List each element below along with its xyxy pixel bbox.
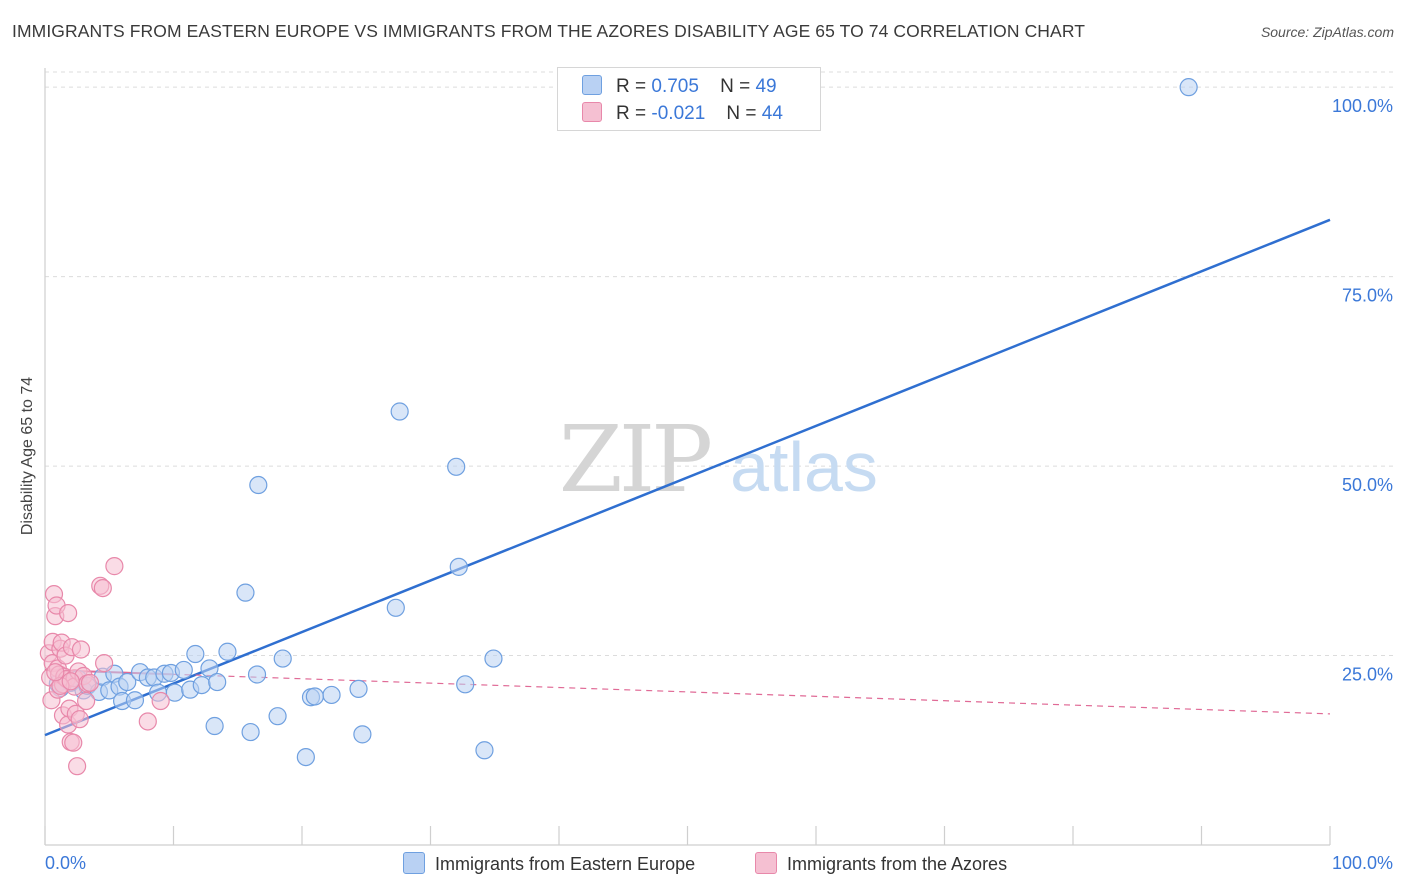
point-eastern-europe[interactable] (449, 557, 468, 576)
point-eastern-europe[interactable] (249, 475, 268, 495)
legend-swatch-eastern-europe (582, 75, 602, 95)
point-azores[interactable] (77, 691, 96, 711)
point-eastern-europe[interactable] (484, 649, 503, 668)
point-azores[interactable] (46, 663, 65, 682)
point-azores[interactable] (93, 578, 112, 598)
point-eastern-europe[interactable] (174, 660, 193, 680)
point-azores[interactable] (64, 733, 83, 752)
point-eastern-europe[interactable] (125, 691, 145, 710)
point-azores[interactable] (151, 691, 170, 711)
point-azores[interactable] (59, 603, 78, 623)
r-label: R = (616, 103, 647, 124)
point-eastern-europe[interactable] (236, 583, 255, 602)
n-value: 49 (755, 76, 777, 97)
legend-item-azores[interactable]: Immigrants from the Azores (755, 852, 1007, 875)
stats-legend-row-azores: R = -0.021 N = 44 (582, 102, 783, 126)
trend-lines (44, 218, 1331, 737)
point-eastern-europe[interactable] (118, 672, 137, 692)
legend-label-eastern-europe: Immigrants from Eastern Europe (435, 854, 696, 874)
point-azores[interactable] (61, 672, 80, 691)
n-label: N = (720, 76, 751, 97)
gridlines (45, 71, 1393, 657)
point-eastern-europe[interactable] (200, 659, 219, 678)
y-tick-label: 75.0% (1342, 286, 1393, 306)
watermark-zip: ZIP (559, 406, 710, 513)
point-eastern-europe[interactable] (192, 675, 211, 695)
x-tick-label-max: 100.0% (1332, 853, 1393, 873)
point-eastern-europe[interactable] (268, 707, 287, 726)
legend-label-azores: Immigrants from the Azores (787, 854, 1008, 874)
point-eastern-europe[interactable] (475, 741, 494, 760)
r-label: R = (616, 76, 647, 97)
point-azores[interactable] (95, 654, 114, 673)
point-eastern-europe[interactable] (386, 598, 405, 617)
stats-legend-row-eastern-europe: R = 0.705 N = 49 (582, 75, 777, 99)
point-eastern-europe[interactable] (241, 722, 260, 742)
point-azores[interactable] (70, 710, 89, 729)
r-value: 0.705 (651, 76, 699, 97)
point-eastern-europe[interactable] (456, 675, 475, 694)
point-eastern-europe[interactable] (296, 747, 315, 767)
point-azores[interactable] (68, 757, 87, 776)
point-eastern-europe[interactable] (208, 672, 227, 692)
trend-line-eastern-europe (44, 218, 1331, 737)
x-tick-label-min: 0.0% (45, 853, 86, 873)
series-legend: Immigrants from Eastern Europe Immigrant… (0, 852, 1406, 878)
watermark-atlas: atlas (730, 428, 878, 506)
y-tick-label: 50.0% (1342, 475, 1393, 495)
point-eastern-europe[interactable] (186, 644, 205, 664)
trend-line-azores-dashed (173, 673, 1331, 715)
n-label: N = (726, 103, 757, 124)
point-eastern-europe[interactable] (247, 665, 267, 684)
point-eastern-europe[interactable] (390, 402, 409, 421)
point-eastern-europe[interactable] (218, 642, 237, 661)
point-azores[interactable] (80, 673, 100, 692)
point-azores[interactable] (138, 712, 157, 731)
r-value: -0.021 (651, 103, 706, 124)
point-eastern-europe[interactable] (205, 716, 224, 736)
legend-swatch-azores (582, 102, 602, 122)
data-points (39, 78, 1198, 776)
n-value: 44 (761, 103, 783, 124)
point-eastern-europe[interactable] (1179, 78, 1198, 97)
stats-legend: R = 0.705 N = 49 R = -0.021 N = 44 (557, 67, 821, 131)
point-azores[interactable] (105, 557, 124, 576)
chart-title: IMMIGRANTS FROM EASTERN EUROPE VS IMMIGR… (12, 21, 1086, 41)
source-label: Source: ZipAtlas.com (1260, 24, 1394, 40)
axes (44, 68, 1331, 846)
y-tick-label: 25.0% (1342, 665, 1393, 685)
legend-swatch-azores (755, 852, 777, 874)
point-eastern-europe[interactable] (305, 687, 324, 706)
y-tick-label: 100.0% (1332, 96, 1393, 116)
legend-item-eastern-europe[interactable]: Immigrants from Eastern Europe (403, 852, 695, 875)
tick-labels: 25.0% 50.0% 75.0% 100.0% 0.0% 100.0% (45, 96, 1393, 873)
point-eastern-europe[interactable] (322, 685, 341, 705)
point-eastern-europe[interactable] (349, 679, 368, 698)
point-eastern-europe[interactable] (353, 725, 372, 744)
legend-swatch-eastern-europe (403, 852, 425, 874)
point-azores[interactable] (71, 640, 91, 659)
point-eastern-europe[interactable] (447, 457, 466, 476)
point-eastern-europe[interactable] (273, 649, 292, 668)
